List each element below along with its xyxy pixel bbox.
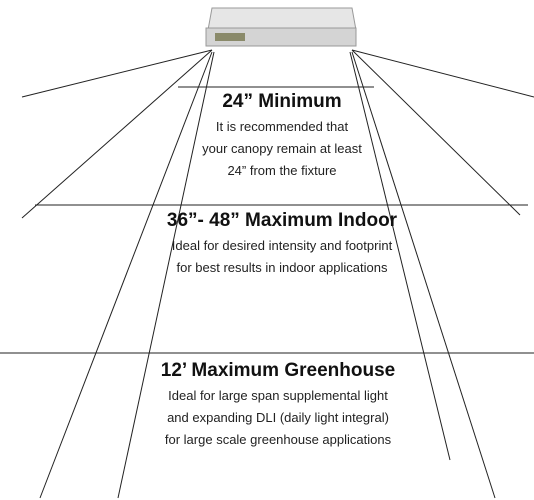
section-text: 24” from the fixture (227, 163, 336, 178)
section-text: for large scale greenhouse applications (165, 432, 392, 447)
fixture (205, 7, 357, 47)
section-title: 24” Minimum (222, 91, 341, 112)
distance-lines (0, 86, 534, 354)
section-title: 12’ Maximum Greenhouse (161, 360, 395, 381)
section-text: and expanding DLI (daily light integral) (167, 410, 389, 425)
section-title: 36”- 48” Maximum Indoor (167, 210, 398, 231)
section-text: your canopy remain at least (202, 141, 362, 156)
section-text: Ideal for desired intensity and footprin… (172, 238, 393, 253)
section-text: Ideal for large span supplemental light (168, 388, 388, 403)
section-text: It is recommended that (216, 119, 349, 134)
light-rays (21, 49, 534, 499)
section-text: for best results in indoor applications (176, 260, 388, 275)
labels: 24” Minimum It is recommended that your ca… (161, 91, 398, 447)
